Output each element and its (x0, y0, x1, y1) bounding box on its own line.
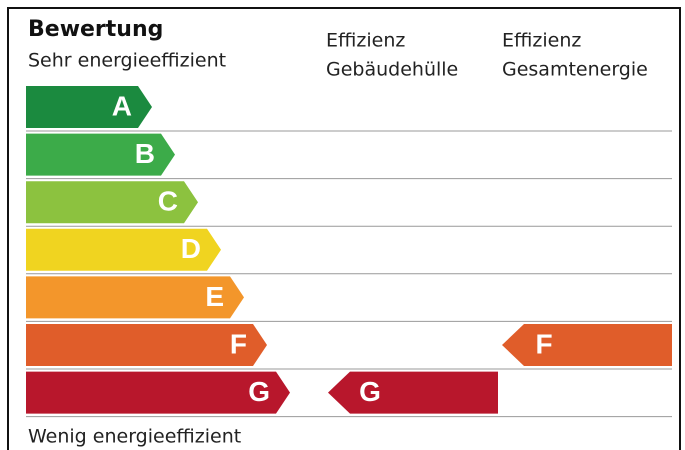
class-arrow (26, 276, 244, 319)
class-label: F (230, 328, 247, 359)
class-label: G (248, 376, 270, 407)
class-label: E (205, 281, 224, 312)
class-label: A (112, 90, 132, 121)
footer: Wenig energieeffizient (28, 426, 241, 448)
column-header: Gesamtenergie (502, 59, 648, 81)
subtitle: Sehr energieeffizient (28, 50, 226, 72)
class-arrow (26, 371, 290, 414)
class-label: D (181, 233, 201, 264)
class-arrow (26, 324, 267, 366)
frame (7, 7, 681, 450)
class-label: B (135, 138, 155, 169)
rating-label: G (359, 376, 381, 407)
rating-label: F (535, 328, 552, 359)
class-arrow (26, 181, 198, 224)
title: Bewertung (28, 17, 163, 42)
rating-arrow (328, 371, 498, 414)
class-arrow (26, 86, 152, 128)
column-header: Effizienz (326, 30, 405, 52)
column-header: Gebäudehülle (326, 59, 458, 81)
class-arrow (26, 228, 221, 271)
class-arrow (26, 133, 175, 176)
class-label: C (158, 186, 178, 217)
column-header: Effizienz (502, 30, 581, 52)
rating-arrow (502, 324, 672, 366)
